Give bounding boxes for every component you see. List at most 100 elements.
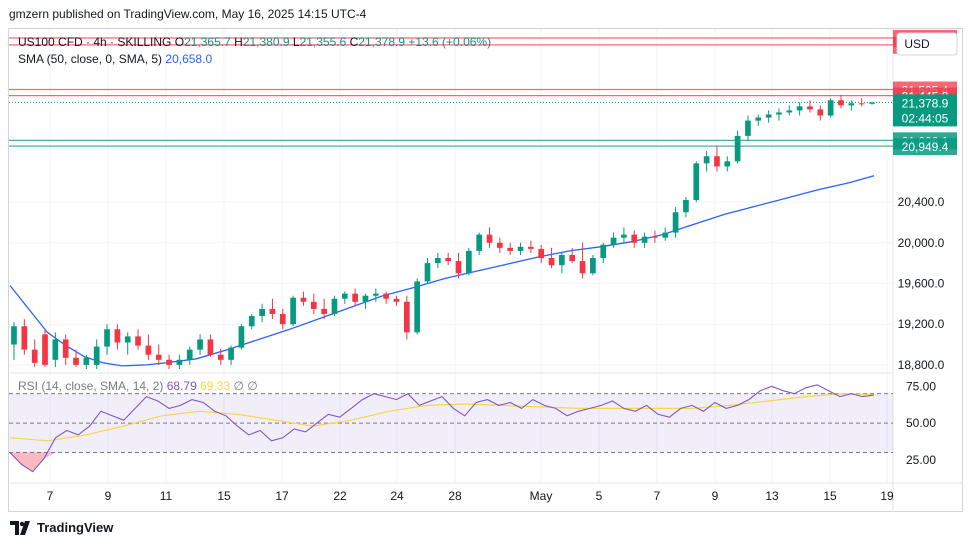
candle-body	[135, 336, 141, 346]
candle-body	[455, 261, 462, 274]
candle-body	[807, 106, 813, 110]
change-value: +13.6 (+0.06%)	[408, 35, 492, 49]
sma-label[interactable]: SMA (50, close, 0, SMA, 5)	[18, 52, 163, 66]
candle-body	[114, 329, 121, 343]
candle-body	[528, 246, 534, 249]
candle-body	[683, 200, 689, 213]
x-tick-label: 15	[217, 489, 231, 503]
symbol-label[interactable]: US100 CFD · 4h · SKILLING	[18, 35, 172, 49]
candle-body	[42, 334, 48, 365]
close-value: 21,378.9	[358, 35, 406, 49]
candle-body	[476, 234, 483, 251]
x-tick-label: 11	[160, 489, 173, 503]
countdown-label: 02:44:05	[902, 111, 949, 125]
y-tick-label: 18,800.0	[898, 358, 945, 372]
currency-box	[896, 32, 958, 56]
candle-body	[83, 357, 90, 365]
rsi-tick-label: 50.00	[906, 416, 936, 430]
low-label: L	[292, 35, 300, 49]
candle-body	[155, 354, 162, 360]
low-value: 21,355.6	[299, 35, 347, 49]
candle-body	[776, 112, 782, 115]
x-tick-label: 9	[712, 489, 719, 503]
time-axis: 7 9 11 15 17 22 24 28 May 5 7 9 13 15 19	[47, 489, 894, 503]
candle-body	[714, 156, 720, 167]
candle-body	[579, 261, 586, 274]
candle-body	[662, 232, 669, 238]
candle-body	[693, 163, 700, 201]
candle-body	[290, 297, 296, 325]
candle-body	[745, 120, 751, 136]
candle-body	[590, 258, 596, 274]
rsi-ma-polyline	[9, 393, 875, 442]
rsi-ma-value: 69.33	[200, 379, 231, 393]
x-tick-label: 28	[448, 489, 462, 503]
candle-body	[817, 109, 824, 116]
y-tick-label: 20,400.0	[898, 195, 945, 209]
x-tick-label: 7	[47, 489, 54, 503]
candle-body	[786, 110, 793, 113]
rsi-pane: 75.00 50.00 25.00	[9, 379, 936, 473]
candle-body	[724, 161, 731, 167]
x-tick-label: 7	[654, 489, 661, 503]
candle-body	[631, 234, 638, 243]
level-label-box	[893, 138, 957, 156]
tradingview-logo[interactable]: TradingView	[10, 520, 113, 535]
candle-body	[703, 156, 710, 164]
candle-body	[310, 301, 317, 309]
legend-ohlc: US100 CFD · 4h · SKILLING O21,365.7 H21,…	[18, 35, 491, 49]
x-tick-label: 19	[880, 489, 894, 503]
candle-body	[538, 248, 545, 259]
candle-body	[641, 236, 648, 243]
high-label: H	[234, 35, 243, 49]
candle-body	[269, 308, 276, 315]
candle-body	[248, 316, 255, 327]
candle-body	[507, 247, 514, 251]
candle-body	[486, 234, 493, 243]
x-tick-label: 13	[765, 489, 779, 503]
rsi-tick-label: 75.00	[906, 379, 936, 393]
currency-label: USD	[904, 37, 930, 51]
open-value: 21,365.7	[184, 35, 231, 49]
sma-polyline	[9, 175, 875, 367]
candle-body	[31, 349, 38, 363]
rsi-extra-2: ∅	[247, 379, 258, 393]
last-price-box	[893, 94, 957, 127]
x-tick-label: 24	[390, 489, 404, 503]
x-tick-label: 15	[823, 489, 837, 503]
candle-body	[279, 314, 286, 325]
y-tick-label: 20,000.0	[898, 236, 945, 250]
candle-body	[217, 354, 224, 360]
candle-body	[238, 326, 245, 348]
candle-body	[300, 297, 307, 302]
candle-body	[610, 237, 617, 245]
candle-body	[73, 357, 79, 365]
candle-body	[434, 258, 441, 264]
candle-body	[186, 349, 193, 360]
candle-body	[393, 298, 400, 302]
candle-body	[207, 339, 214, 355]
candle-body	[869, 102, 875, 104]
rsi-tick-label: 25.00	[906, 453, 936, 467]
candle-body	[424, 263, 431, 282]
candle-body	[228, 347, 234, 360]
candle-body	[765, 114, 772, 118]
candle-body	[93, 346, 100, 365]
rsi-value: 68.79	[166, 379, 197, 393]
x-tick-label: 17	[275, 489, 289, 503]
candle-body	[21, 326, 28, 350]
candle-body	[11, 326, 17, 345]
candle-body	[341, 293, 348, 299]
level-label: 20,949.4	[902, 140, 949, 154]
close-label: C	[349, 35, 359, 49]
candle-body	[104, 329, 110, 347]
candle-body	[414, 281, 420, 333]
legend-rsi: RSI (14, close, SMA, 14, 2) 68.79 69.33 …	[18, 379, 258, 393]
candle-body	[445, 258, 452, 262]
candle-body	[796, 106, 803, 111]
grid	[9, 29, 963, 512]
rsi-label[interactable]: RSI (14, close, SMA, 14, 2)	[18, 379, 164, 393]
candle-body	[652, 236, 658, 238]
candle-body	[52, 339, 59, 360]
